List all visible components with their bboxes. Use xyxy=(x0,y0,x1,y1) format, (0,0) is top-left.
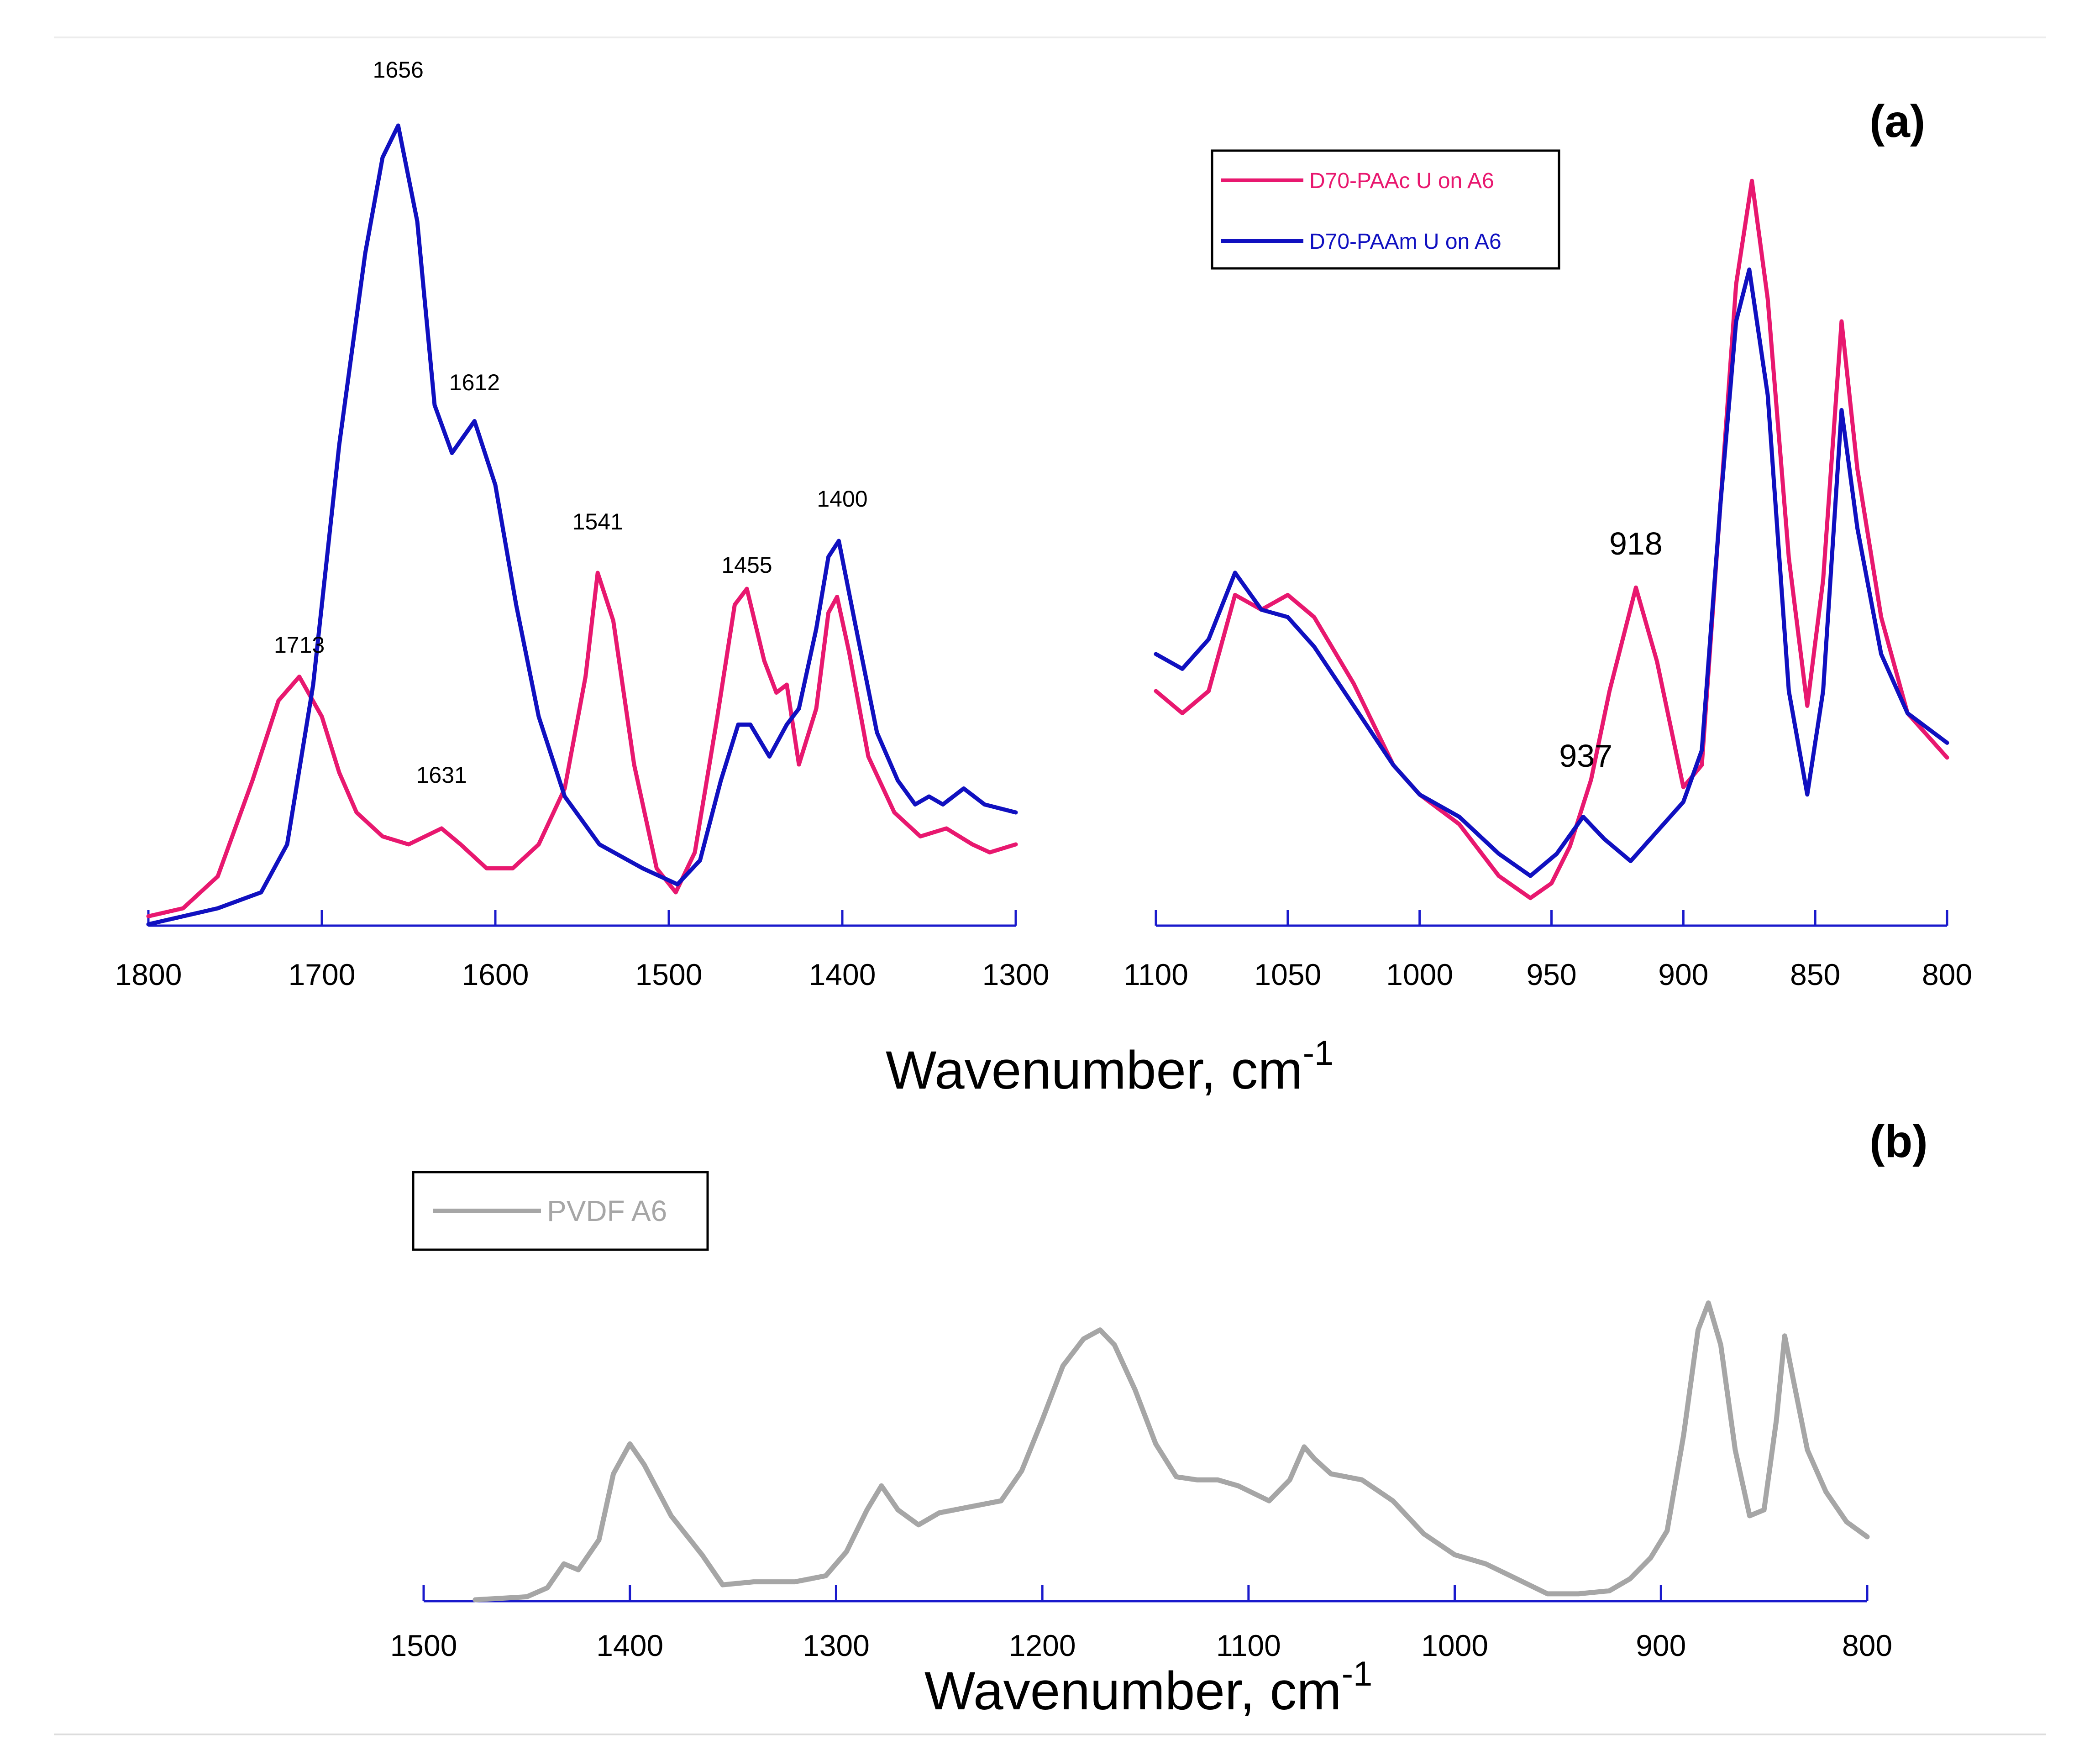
peak-annotation: 1656 xyxy=(373,57,424,83)
series-line-d70-paac-u-on-a6 xyxy=(146,571,1018,918)
peak-annotation: 1612 xyxy=(449,370,500,395)
x-tick-label: 1200 xyxy=(1009,1629,1076,1662)
x-tick-label: 1800 xyxy=(115,958,182,991)
x-tick-label: 800 xyxy=(1842,1629,1892,1662)
x-tick-label: 1100 xyxy=(1124,958,1188,991)
plot-a-left: 1800 1700 1600 1500 1400 1300 1713 1656 1612 1631… xyxy=(115,57,1050,991)
peak-annotation: 1713 xyxy=(274,632,325,658)
peak-annotation: 918 xyxy=(1609,526,1663,561)
peak-annotation: 1455 xyxy=(721,552,772,578)
x-tick-label: 950 xyxy=(1526,958,1576,991)
legend-b: PVDF A6 xyxy=(412,1171,709,1251)
legend-a-box xyxy=(1211,149,1560,270)
panel-label-b: (b) xyxy=(1869,1116,1928,1167)
xlabel-a: Wavenumber, cm-1 xyxy=(886,1034,1334,1100)
legend-a: D70-PAAc U on A6 D70-PAAm U on A6 xyxy=(1211,149,1560,270)
series-line-pvdf-a6 xyxy=(472,1300,1870,1603)
x-tick-label: 1050 xyxy=(1254,958,1321,991)
x-tick-label: 1100 xyxy=(1216,1629,1281,1662)
x-tick-label: 1400 xyxy=(596,1629,663,1662)
x-tick-label: 1000 xyxy=(1386,958,1453,991)
series-line-d70-paac-u-on-a6 xyxy=(1154,178,1949,901)
x-tick-label: 900 xyxy=(1658,958,1708,991)
x-tick-label: 1500 xyxy=(390,1629,457,1662)
x-tick-label: 1300 xyxy=(803,1629,870,1662)
plot-a-right: 1100 1050 1000 950 900 850 800 918 937 xyxy=(1124,178,1972,991)
peak-annotation: 1400 xyxy=(817,486,867,512)
x-tick-label: 850 xyxy=(1790,958,1840,991)
legend-a-label-paam: D70-PAAm U on A6 xyxy=(1309,230,1502,254)
legend-b-label: PVDF A6 xyxy=(547,1194,667,1227)
x-tick-label: 1600 xyxy=(462,958,529,991)
x-tick-label: 1400 xyxy=(809,958,876,991)
x-tick-label: 1700 xyxy=(289,958,356,991)
x-tick-label: 1300 xyxy=(982,958,1050,991)
peak-annotation: 937 xyxy=(1559,738,1612,774)
panel-label-a: (a) xyxy=(1869,96,1925,147)
xlabel-b: Wavenumber, cm-1 xyxy=(924,1655,1372,1721)
legend-a-label-paac: D70-PAAc U on A6 xyxy=(1309,169,1494,193)
plot-b: 1500 1400 1300 1200 1100 1000 900 800 xyxy=(390,1300,1892,1662)
x-tick-label: 900 xyxy=(1636,1629,1686,1662)
x-tick-label: 1500 xyxy=(635,958,703,991)
x-tick-label: 800 xyxy=(1922,958,1972,991)
peak-annotation: 1541 xyxy=(572,509,623,534)
series-line-d70-paam-u-on-a6 xyxy=(146,123,1018,927)
peak-annotation: 1631 xyxy=(416,762,467,788)
x-tick-label: 1000 xyxy=(1421,1629,1488,1662)
series-line-d70-paam-u-on-a6 xyxy=(1154,267,1949,878)
